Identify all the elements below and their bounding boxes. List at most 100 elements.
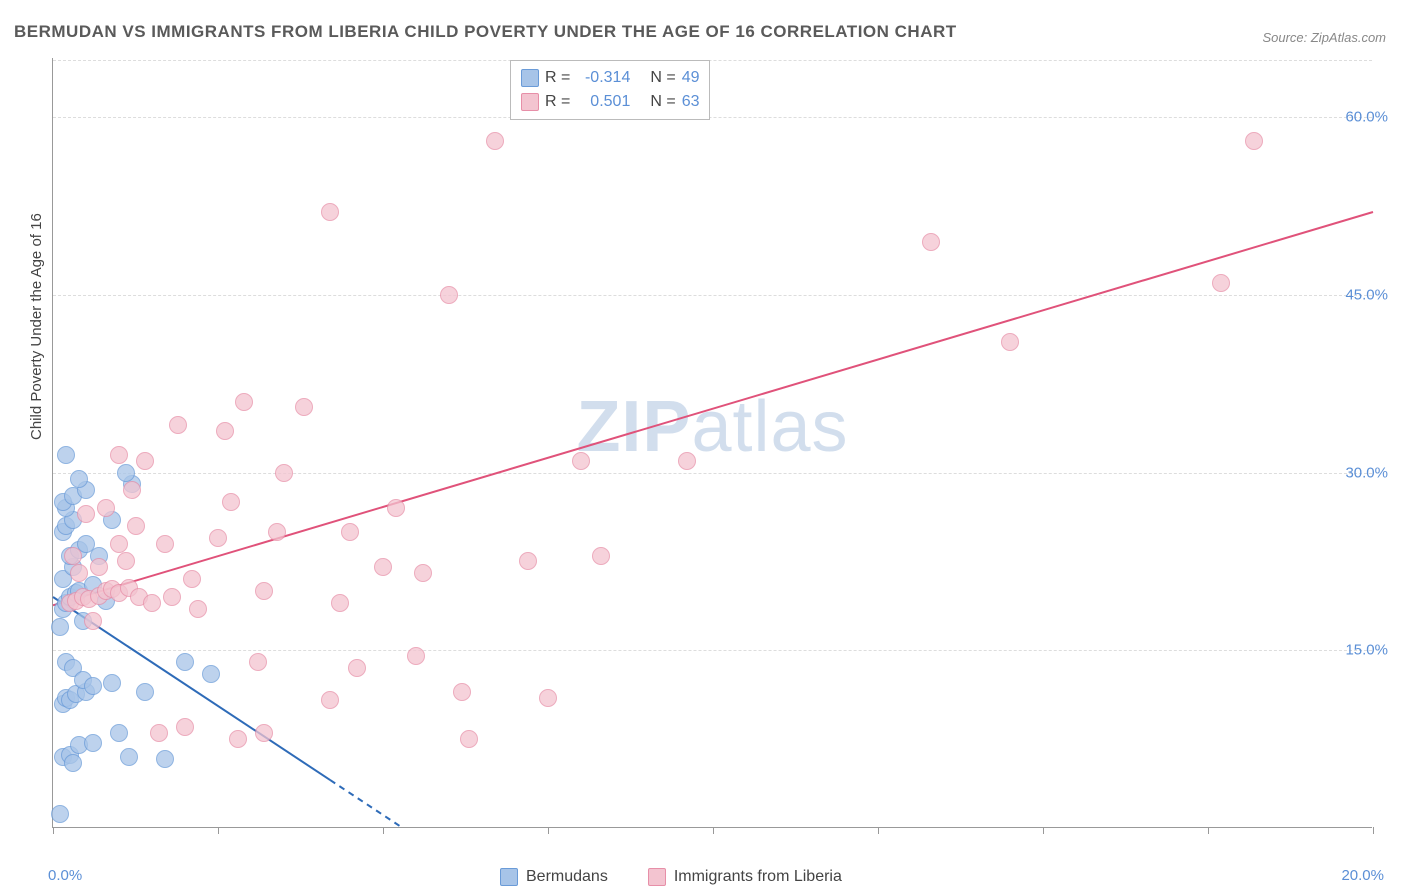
x-tick xyxy=(1373,827,1374,834)
legend-swatch-icon xyxy=(521,93,539,111)
scatter-point xyxy=(249,653,267,671)
r-value: -0.314 xyxy=(576,69,630,87)
scatter-point xyxy=(77,505,95,523)
y-tick-label: 45.0% xyxy=(1345,286,1388,303)
x-tick-label: 20.0% xyxy=(1341,867,1384,884)
scatter-point xyxy=(374,558,392,576)
scatter-point xyxy=(268,523,286,541)
scatter-point xyxy=(120,748,138,766)
scatter-point xyxy=(678,452,696,470)
chart-title: BERMUDAN VS IMMIGRANTS FROM LIBERIA CHIL… xyxy=(14,22,957,42)
scatter-point xyxy=(51,805,69,823)
scatter-point xyxy=(110,724,128,742)
scatter-point xyxy=(70,564,88,582)
scatter-point xyxy=(110,535,128,553)
r-value: 0.501 xyxy=(576,93,630,111)
scatter-point xyxy=(117,464,135,482)
scatter-point xyxy=(176,653,194,671)
scatter-point xyxy=(216,422,234,440)
x-tick xyxy=(878,827,879,834)
scatter-point xyxy=(156,750,174,768)
scatter-point xyxy=(209,529,227,547)
legend-label: Bermudans xyxy=(526,868,608,886)
scatter-point xyxy=(341,523,359,541)
x-tick-label: 0.0% xyxy=(48,867,82,884)
chart-plot-area: ZIPatlas xyxy=(52,58,1372,828)
scatter-point xyxy=(275,464,293,482)
source-label: Source: ZipAtlas.com xyxy=(1262,30,1386,45)
y-tick-label: 60.0% xyxy=(1345,109,1388,126)
y-tick-label: 30.0% xyxy=(1345,464,1388,481)
r-label: R = xyxy=(545,93,570,111)
scatter-point xyxy=(163,588,181,606)
scatter-point xyxy=(414,564,432,582)
scatter-point xyxy=(64,754,82,772)
n-label: N = xyxy=(650,93,675,111)
scatter-point xyxy=(235,393,253,411)
x-tick xyxy=(1208,827,1209,834)
scatter-point xyxy=(84,612,102,630)
scatter-point xyxy=(592,547,610,565)
scatter-point xyxy=(922,233,940,251)
scatter-point xyxy=(176,718,194,736)
x-tick xyxy=(713,827,714,834)
x-tick xyxy=(1043,827,1044,834)
scatter-point xyxy=(255,582,273,600)
scatter-point xyxy=(407,647,425,665)
scatter-point xyxy=(255,724,273,742)
scatter-point xyxy=(84,734,102,752)
scatter-point xyxy=(440,286,458,304)
scatter-point xyxy=(331,594,349,612)
stats-legend-row: R = -0.314 N = 49 xyxy=(521,66,699,90)
legend-item: Bermudans xyxy=(500,868,608,886)
scatter-point xyxy=(1001,333,1019,351)
n-label: N = xyxy=(650,69,675,87)
scatter-point xyxy=(84,677,102,695)
scatter-point xyxy=(156,535,174,553)
scatter-point xyxy=(348,659,366,677)
scatter-point xyxy=(117,552,135,570)
scatter-point xyxy=(387,499,405,517)
scatter-point xyxy=(136,452,154,470)
scatter-point xyxy=(1212,274,1230,292)
x-tick xyxy=(53,827,54,834)
stats-legend-row: R = 0.501 N = 63 xyxy=(521,90,699,114)
scatter-point xyxy=(103,674,121,692)
x-tick xyxy=(548,827,549,834)
scatter-point xyxy=(202,665,220,683)
scatter-point xyxy=(150,724,168,742)
scatter-point xyxy=(572,452,590,470)
legend-swatch-icon xyxy=(521,69,539,87)
legend-swatch-icon xyxy=(648,868,666,886)
scatter-point xyxy=(51,618,69,636)
scatter-point xyxy=(64,547,82,565)
scatter-point xyxy=(110,446,128,464)
scatter-point xyxy=(519,552,537,570)
stats-legend: R = -0.314 N = 49 R = 0.501 N = 63 xyxy=(510,60,710,120)
scatter-point xyxy=(222,493,240,511)
scatter-point xyxy=(460,730,478,748)
scatter-point xyxy=(143,594,161,612)
x-tick xyxy=(383,827,384,834)
scatter-point xyxy=(97,499,115,517)
scatter-point xyxy=(127,517,145,535)
scatter-point xyxy=(90,558,108,576)
r-label: R = xyxy=(545,69,570,87)
scatter-point xyxy=(229,730,247,748)
scatter-point xyxy=(1245,132,1263,150)
scatter-point xyxy=(321,203,339,221)
y-axis-label: Child Poverty Under the Age of 16 xyxy=(28,213,45,440)
trend-lines xyxy=(53,58,1373,828)
scatter-point xyxy=(486,132,504,150)
scatter-point xyxy=(539,689,557,707)
legend-swatch-icon xyxy=(500,868,518,886)
scatter-point xyxy=(136,683,154,701)
scatter-point xyxy=(70,470,88,488)
scatter-point xyxy=(57,446,75,464)
scatter-point xyxy=(321,691,339,709)
scatter-point xyxy=(453,683,471,701)
scatter-point xyxy=(295,398,313,416)
scatter-point xyxy=(123,481,141,499)
y-tick-label: 15.0% xyxy=(1345,642,1388,659)
scatter-point xyxy=(183,570,201,588)
